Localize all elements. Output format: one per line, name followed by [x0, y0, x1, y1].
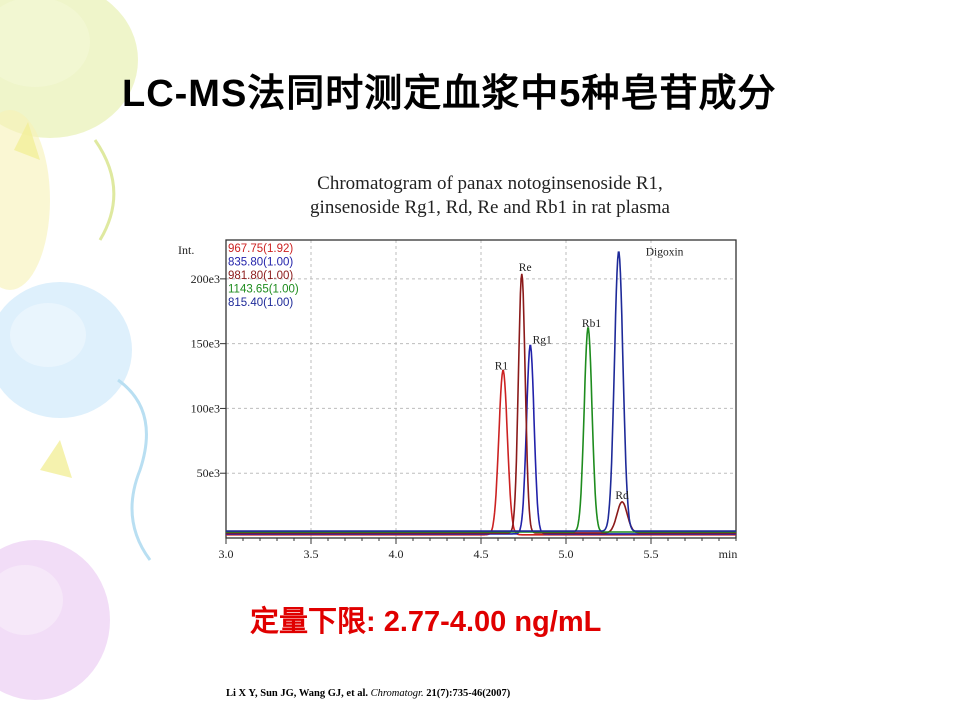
legend-entry: 967.75(1.92): [228, 243, 293, 255]
citation-ref: 21(7):735-46(2007): [426, 688, 511, 699]
x-axis-label: min: [719, 547, 738, 561]
series-line: [226, 327, 736, 533]
chromatogram-chart: Int. 50e3 100e3 150e3 200e3 3.0 3.5 4.0 4.5 5.0 5.…: [168, 236, 756, 566]
y-tick-label: 200e3: [191, 272, 220, 286]
chart-title-line1: Chromatogram of panax notoginsenoside R1…: [317, 173, 663, 194]
chart-title-line2: ginsenoside Rg1, Rd, Re and Rb1 in rat p…: [310, 197, 670, 218]
chart-title: Chromatogram of panax notoginsenoside R1…: [230, 172, 750, 220]
legend-entry: 981.80(1.00): [228, 270, 293, 282]
lod-value: : 2.77-4.00 ng/mL: [366, 606, 602, 638]
citation-authors: Li X Y, Sun JG, Wang GJ, et al.: [226, 688, 368, 699]
peak-label: Rb1: [582, 318, 601, 330]
chart-background: [168, 236, 756, 566]
slide-title: LC-MS法同时测定血浆中5种皂苷成分: [122, 73, 777, 115]
legend-entry: 1143.65(1.00): [228, 284, 299, 296]
x-tick-label: 4.0: [389, 547, 404, 561]
peak-label: Rg1: [533, 335, 552, 347]
x-tick-label: 5.0: [559, 547, 574, 561]
peak-label: Re: [519, 262, 532, 274]
legend-entry: 835.80(1.00): [228, 257, 293, 269]
lod-label: 定量下限: [250, 606, 367, 638]
y-axis-label: Int.: [178, 243, 194, 257]
citation: Li X Y, Sun JG, Wang GJ, et al. Chromato…: [226, 688, 510, 699]
series-line: [226, 344, 736, 535]
y-tick-label: 150e3: [191, 337, 220, 351]
lod-line: 定量下限: 2.77-4.00 ng/mL: [250, 598, 601, 640]
series-line: [226, 251, 736, 532]
y-tick-label: 100e3: [191, 401, 220, 415]
citation-journal: Chromatogr.: [370, 688, 424, 699]
x-tick-label: 4.5: [474, 547, 489, 561]
x-tick-label: 3.0: [219, 547, 234, 561]
peak-label: R1: [495, 361, 509, 373]
legend-entry: 815.40(1.00): [228, 297, 293, 309]
peak-label: Digoxin: [646, 247, 684, 259]
x-tick-label: 3.5: [304, 547, 319, 561]
peak-label: Rd: [615, 490, 629, 502]
y-tick-label: 50e3: [197, 466, 220, 480]
series-line: [226, 369, 736, 536]
series-line: [226, 273, 736, 534]
x-tick-label: 5.5: [644, 547, 659, 561]
